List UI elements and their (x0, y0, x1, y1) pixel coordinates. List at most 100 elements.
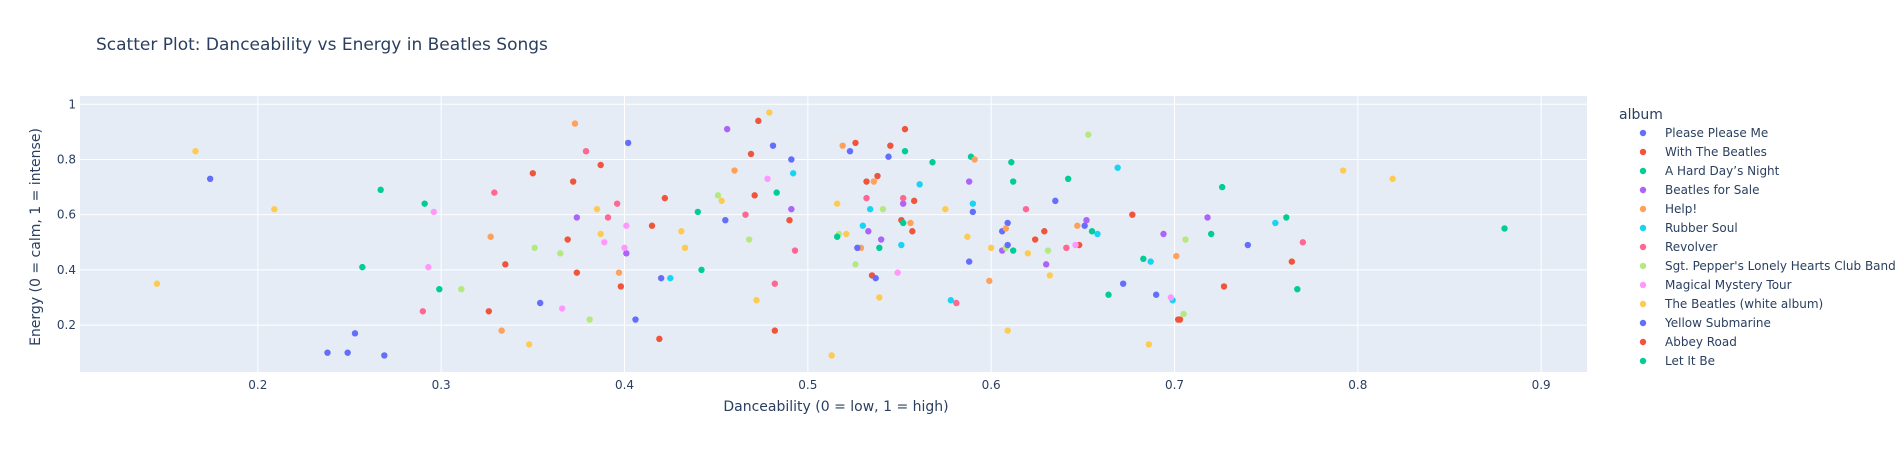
data-point (1501, 225, 1508, 232)
data-point (1002, 225, 1010, 232)
data-point (1041, 228, 1048, 235)
data-point (791, 247, 799, 254)
y-tick-label: 0.6 (57, 208, 76, 222)
series-4 (487, 120, 1180, 334)
data-point (1140, 255, 1147, 263)
x-axis-label: Danceability (0 = low, 1 = high) (723, 399, 948, 415)
series-10 (722, 208, 1011, 282)
data-point (1272, 219, 1279, 227)
data-point (1283, 214, 1290, 221)
legend-marker (1639, 243, 1647, 251)
legend-item[interactable]: A Hard Day’s Night (1639, 164, 1780, 178)
y-tick-label: 0.4 (57, 263, 76, 277)
legend-item[interactable]: Let It Be (1639, 354, 1715, 368)
legend-item[interactable]: The Beatles (white album) (1639, 297, 1823, 311)
legend-item[interactable]: With The Beatles (1639, 145, 1767, 159)
data-point (879, 205, 887, 213)
data-point (846, 148, 854, 155)
data-point (1167, 294, 1175, 301)
data-point (351, 330, 359, 337)
data-point (916, 181, 923, 188)
x-tick-label: 0.3 (432, 378, 451, 392)
legend-item[interactable]: Magical Mystery Tour (1639, 278, 1792, 292)
data-point (324, 349, 331, 356)
data-point (1004, 241, 1011, 249)
data-point (586, 316, 593, 323)
data-point (907, 219, 914, 227)
data-point (910, 197, 918, 205)
data-point (582, 148, 590, 155)
legend-item[interactable]: Beatles for Sale (1639, 183, 1760, 197)
legend-item[interactable]: Sgt. Pepper's Lonely Hearts Club Band (1639, 259, 1896, 273)
data-point (573, 214, 581, 221)
legend-item[interactable]: Please Please Me (1639, 126, 1768, 140)
data-point (1114, 164, 1121, 171)
data-point (1042, 261, 1050, 268)
data-point (623, 250, 630, 257)
data-point (597, 230, 604, 238)
data-point (965, 178, 973, 185)
legend-item[interactable]: Abbey Road (1639, 335, 1737, 349)
data-point (487, 233, 494, 240)
data-point (491, 189, 498, 196)
data-point (621, 244, 628, 251)
data-point (872, 274, 879, 282)
data-point (1004, 219, 1011, 227)
series-0 (206, 139, 1252, 359)
data-point (613, 200, 621, 207)
legend-label: A Hard Day’s Night (1665, 164, 1780, 178)
legend-item[interactable]: Yellow Submarine (1639, 316, 1771, 330)
data-point (656, 335, 663, 343)
legend-marker (1639, 129, 1647, 137)
series-5 (667, 164, 1279, 304)
data-point (536, 299, 544, 307)
data-point (788, 156, 795, 163)
legend-item[interactable]: Revolver (1639, 240, 1718, 254)
data-point (615, 269, 623, 276)
legend-item[interactable]: Rubber Soul (1639, 221, 1738, 235)
data-point (786, 217, 793, 224)
legend-marker (1639, 205, 1647, 213)
data-point (865, 228, 872, 235)
data-point (1074, 222, 1081, 229)
data-point (751, 192, 758, 199)
series-2 (377, 148, 1508, 298)
data-point (718, 197, 725, 205)
data-point (1083, 217, 1090, 224)
data-point (877, 236, 885, 243)
data-point (755, 117, 762, 125)
data-point (742, 211, 749, 218)
data-point (1009, 247, 1017, 254)
data-point (604, 214, 612, 221)
data-point (344, 349, 351, 356)
x-tick-label: 0.2 (248, 378, 267, 392)
series-7 (458, 131, 1189, 323)
legend-label: Let It Be (1665, 354, 1715, 368)
data-point (894, 269, 901, 276)
data-point (1220, 283, 1228, 290)
x-tick-label: 0.9 (1532, 378, 1551, 392)
x-tick-label: 0.4 (615, 378, 634, 392)
data-point (1009, 178, 1017, 185)
data-point (771, 280, 779, 287)
data-point (1152, 291, 1160, 298)
legend-title: album (1619, 107, 1663, 123)
data-point (899, 219, 907, 227)
legend-marker (1639, 186, 1647, 194)
data-point (681, 244, 689, 251)
data-point (624, 139, 632, 147)
data-point (753, 297, 760, 304)
data-point (1008, 159, 1015, 166)
data-point (529, 170, 537, 177)
data-point (764, 175, 771, 182)
y-tick-label: 0.8 (57, 152, 76, 166)
data-point (953, 299, 960, 307)
data-point (1145, 341, 1153, 348)
series-6 (419, 148, 1307, 315)
series-8 (425, 175, 1175, 312)
legend-item[interactable]: Help! (1639, 202, 1697, 216)
data-point (870, 178, 878, 185)
series-12 (359, 228, 1215, 271)
data-point (1085, 131, 1092, 138)
